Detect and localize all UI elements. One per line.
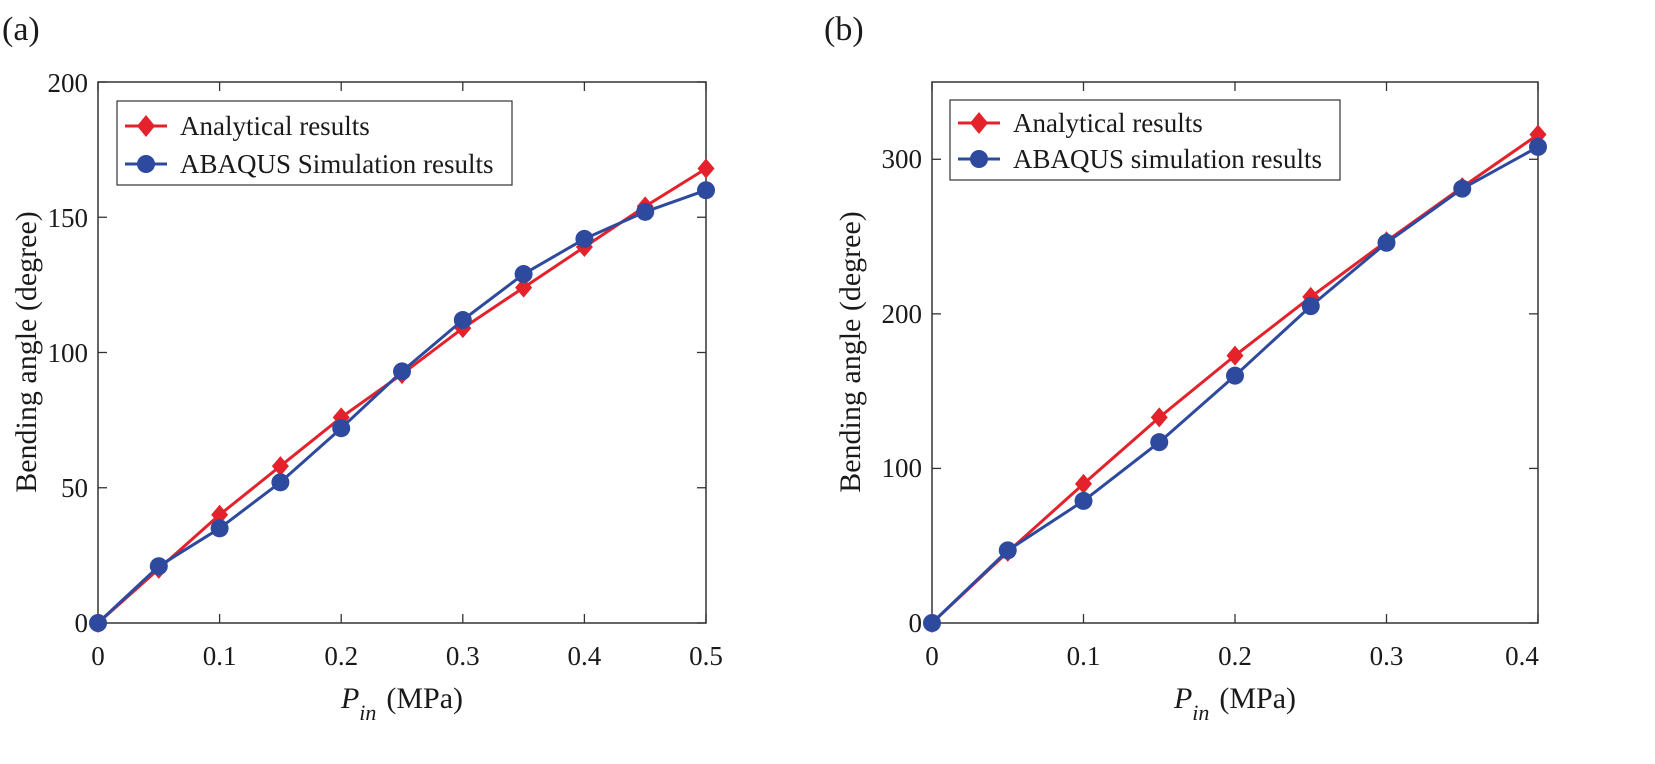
data-point-diamond <box>1150 407 1168 428</box>
x-tick-label: 0.1 <box>1067 641 1101 671</box>
x-axis-unit: (MPa) <box>1219 682 1296 715</box>
legend-diamond-marker <box>970 112 988 134</box>
x-tick-label: 0.3 <box>446 641 480 671</box>
data-point-circle <box>1529 137 1547 156</box>
x-axis-symbol: P <box>340 682 359 715</box>
legend-circle-marker <box>970 150 988 168</box>
data-point-circle <box>1150 433 1169 452</box>
legend-label-abaqus: ABAQUS Simulation results <box>180 149 494 179</box>
data-point-circle <box>697 181 715 200</box>
x-tick-label: 0.3 <box>1370 641 1404 671</box>
data-point-circle <box>575 229 594 248</box>
y-axis-title-a: Bending angle (degree) <box>10 211 43 493</box>
data-point-diamond <box>211 504 229 525</box>
data-point-diamond <box>697 158 715 179</box>
x-axis-title-a: Pin (MPa) <box>340 682 463 725</box>
axis-ticks-b <box>931 82 1539 624</box>
x-tick-label: 0.2 <box>1218 641 1252 671</box>
legend-a: Analytical results ABAQUS Simulation res… <box>116 100 513 186</box>
panel-label-a: (a) <box>2 11 40 48</box>
x-tick-label: 0.1 <box>203 641 237 671</box>
series-abaqus-b <box>923 137 1547 632</box>
x-axis-unit: (MPa) <box>386 682 463 715</box>
legend-label-analytical: Analytical results <box>1013 108 1203 138</box>
data-point-circle <box>923 614 941 632</box>
data-point-circle <box>271 473 290 492</box>
y-tick-label: 300 <box>882 144 923 174</box>
y-tick-label: 200 <box>48 68 89 98</box>
data-point-circle <box>514 265 533 284</box>
data-point-circle <box>149 557 168 576</box>
data-point-circle <box>1301 297 1320 316</box>
legend-box-b <box>949 99 1341 181</box>
y-tick-label: 200 <box>882 299 923 329</box>
series-abaqus-a <box>89 181 715 632</box>
x-axis-title-b: Pin (MPa) <box>1173 682 1296 725</box>
data-point-circle <box>636 202 655 221</box>
y-tick-label: 50 <box>61 473 88 503</box>
y-axis-title-b: Bending angle (degree) <box>834 211 867 493</box>
y-tick-label: 150 <box>48 203 89 233</box>
series-line <box>96 188 707 625</box>
x-tick-label: 0 <box>925 641 939 671</box>
x-tick-label: 0 <box>91 641 105 671</box>
data-point-circle <box>1377 233 1396 252</box>
x-axis-symbol: P <box>1173 682 1192 715</box>
chart-panel-b: (b) 0 0.1 0.2 0.3 0.4 0 100 200 300 Bend… <box>824 11 1547 725</box>
data-point-diamond <box>1075 473 1092 494</box>
y-tick-label: 100 <box>882 453 923 483</box>
data-point-circle <box>332 419 351 438</box>
data-point-diamond <box>271 456 289 477</box>
data-point-circle <box>89 614 107 632</box>
data-point-circle <box>453 311 472 330</box>
legend-circle-marker <box>137 155 155 173</box>
data-point-circle <box>1074 491 1093 510</box>
x-tick-label: 0.5 <box>689 641 723 671</box>
x-tick-label: 0.4 <box>1505 641 1539 671</box>
series-line <box>930 145 1539 625</box>
series-analytical-a <box>89 158 715 633</box>
x-axis-subscript: in <box>1192 700 1209 725</box>
data-point-diamond <box>515 277 533 298</box>
legend-b: Analytical results ABAQUS simulation res… <box>949 99 1341 181</box>
data-point-circle <box>1226 366 1244 385</box>
data-point-circle <box>1453 179 1472 198</box>
x-axis-subscript: in <box>359 700 376 725</box>
panel-label-b: (b) <box>824 11 864 48</box>
legend-box-a <box>116 100 513 186</box>
data-point-circle <box>393 362 411 381</box>
legend-label-abaqus: ABAQUS simulation results <box>1013 144 1322 174</box>
x-tick-label: 0.2 <box>324 641 358 671</box>
chart-panel-a: (a) 0 0.1 0.2 0.3 0.4 0.5 0 50 100 150 2… <box>2 11 723 725</box>
y-tick-label: 0 <box>75 608 89 638</box>
data-point-circle <box>998 541 1017 560</box>
legend-diamond-marker <box>137 115 155 137</box>
data-point-circle <box>210 519 229 538</box>
legend-label-analytical: Analytical results <box>180 111 370 141</box>
x-tick-label: 0.4 <box>568 641 602 671</box>
y-tick-label: 100 <box>48 338 89 368</box>
y-tick-label: 0 <box>909 608 923 638</box>
series-line <box>97 167 707 625</box>
data-point-diamond <box>1226 345 1244 366</box>
